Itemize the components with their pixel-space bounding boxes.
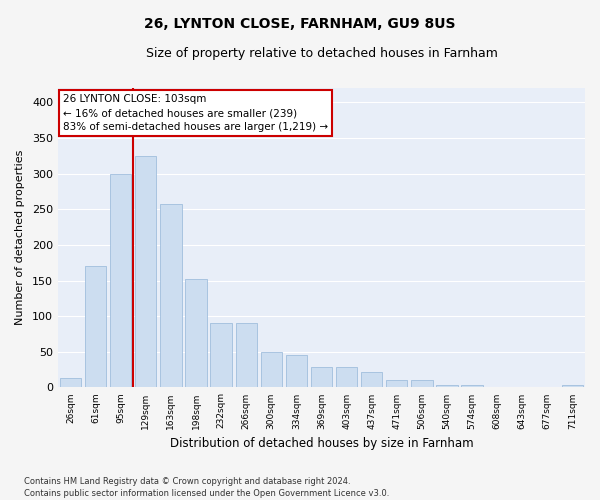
Bar <box>236 322 257 388</box>
Bar <box>311 367 332 388</box>
Bar <box>260 352 282 388</box>
Text: 26, LYNTON CLOSE, FARNHAM, GU9 8US: 26, LYNTON CLOSE, FARNHAM, GU9 8US <box>144 18 456 32</box>
Bar <box>110 174 131 388</box>
Text: 26 LYNTON CLOSE: 103sqm
← 16% of detached houses are smaller (239)
83% of semi-d: 26 LYNTON CLOSE: 103sqm ← 16% of detache… <box>63 94 328 132</box>
Bar <box>60 378 81 388</box>
Bar <box>461 384 483 388</box>
Bar <box>487 386 508 388</box>
Bar <box>336 367 357 388</box>
Bar <box>386 380 407 388</box>
Y-axis label: Number of detached properties: Number of detached properties <box>15 150 25 326</box>
Bar <box>361 372 382 388</box>
Title: Size of property relative to detached houses in Farnham: Size of property relative to detached ho… <box>146 48 497 60</box>
Bar <box>211 322 232 388</box>
Bar <box>135 156 157 388</box>
X-axis label: Distribution of detached houses by size in Farnham: Distribution of detached houses by size … <box>170 437 473 450</box>
Bar <box>536 386 558 388</box>
Bar <box>286 356 307 388</box>
Bar <box>85 266 106 388</box>
Bar <box>436 384 458 388</box>
Bar <box>185 279 206 388</box>
Bar <box>411 380 433 388</box>
Bar <box>160 204 182 388</box>
Bar <box>562 386 583 388</box>
Bar <box>512 386 533 388</box>
Text: Contains HM Land Registry data © Crown copyright and database right 2024.
Contai: Contains HM Land Registry data © Crown c… <box>24 476 389 498</box>
